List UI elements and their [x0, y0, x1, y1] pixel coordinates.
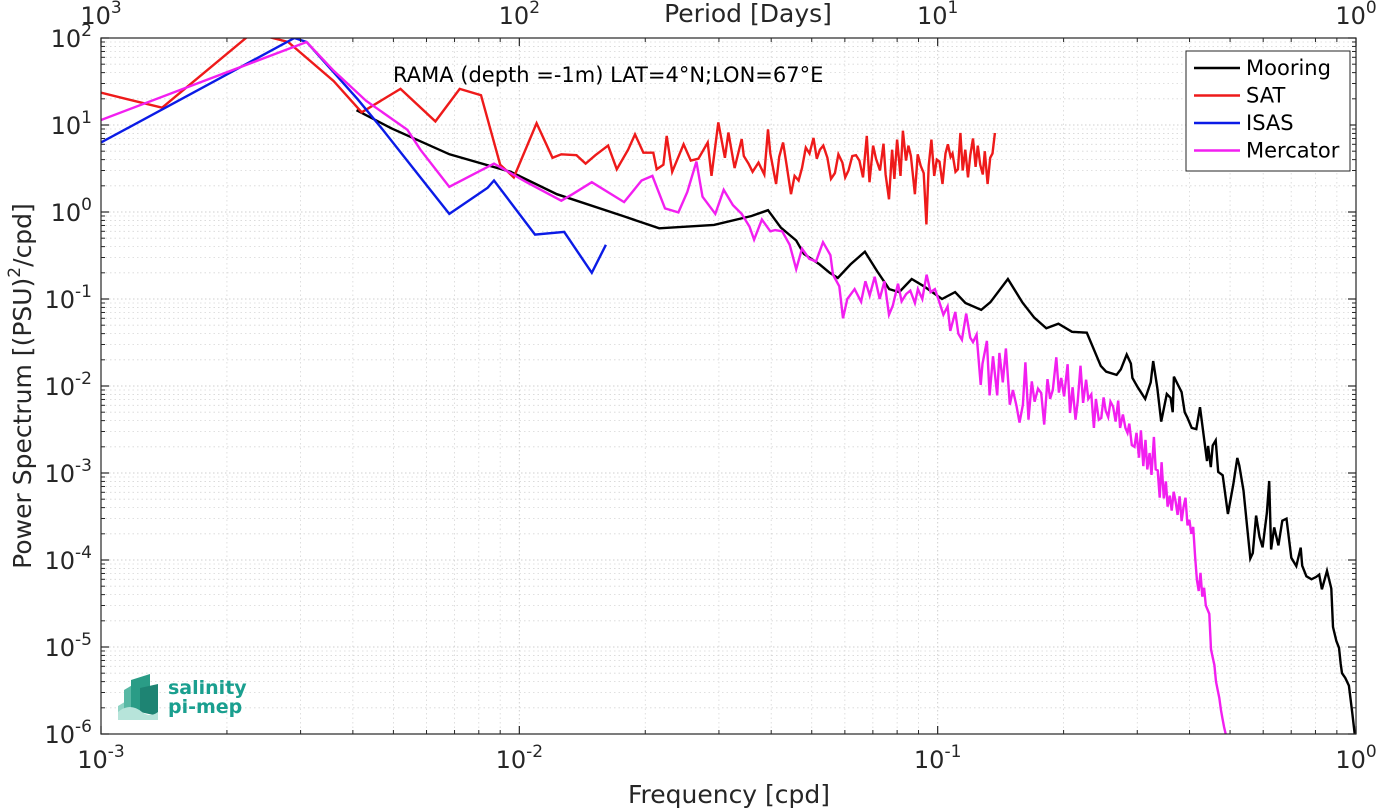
y-tick-label: 10-4: [45, 543, 93, 575]
x-axis-label: Frequency [cpd]: [628, 780, 830, 809]
series-layer: [101, 38, 1356, 734]
y-axis-label: Power Spectrum [(PSU)2/cpd]: [5, 203, 37, 569]
y-axis-label-main: Power Spectrum [(PSU): [8, 278, 37, 569]
chart-annotation: RAMA (depth =-1m) LAT=4°N;LON=67°E: [393, 63, 823, 87]
x-tick-label: 10-3: [77, 742, 125, 774]
series-line-sat: [101, 38, 997, 225]
logo-text-pimep: pi-mep: [168, 696, 242, 718]
y-tick-label: 10-2: [45, 369, 93, 401]
y-tick-label: 100: [51, 195, 92, 227]
y-tick-label: 101: [51, 108, 92, 140]
y-tick-label: 10-1: [45, 282, 93, 314]
x-tick-label: 100: [1335, 742, 1376, 774]
y-axis-label-tail: /cpd]: [8, 203, 37, 267]
series-line-mercator: [101, 40, 1227, 734]
top-tick-label: 101: [917, 0, 958, 30]
top-axis-label: Period [Days]: [664, 0, 832, 28]
top-tick-label: 103: [80, 0, 121, 30]
legend-label-mercator: Mercator: [1246, 139, 1340, 163]
legend: Mooring SAT ISAS Mercator: [1185, 50, 1351, 172]
logo-waves-icon: [118, 674, 158, 720]
top-tick-label: 102: [499, 0, 540, 30]
legend-label-isas: ISAS: [1246, 111, 1294, 135]
series-line-mooring: [355, 109, 1356, 734]
salinity-pi-mep-logo: salinity pi-mep: [118, 674, 247, 720]
y-tick-label: 10-3: [45, 456, 93, 488]
x-tick-label: 10-1: [914, 742, 962, 774]
y-tick-label: 102: [51, 21, 92, 53]
y-tick-label: 10-5: [45, 630, 93, 662]
tick-marks: [100, 37, 1357, 735]
y-tick-label: 10-6: [45, 717, 93, 749]
top-tick-label: 100: [1335, 0, 1376, 30]
x-tick-label: 10-2: [496, 742, 544, 774]
logo-text-salinity: salinity: [168, 677, 247, 699]
legend-label-mooring: Mooring: [1246, 56, 1331, 80]
legend-label-sat: SAT: [1246, 84, 1285, 108]
y-axis-label-sup: 2: [5, 267, 25, 278]
